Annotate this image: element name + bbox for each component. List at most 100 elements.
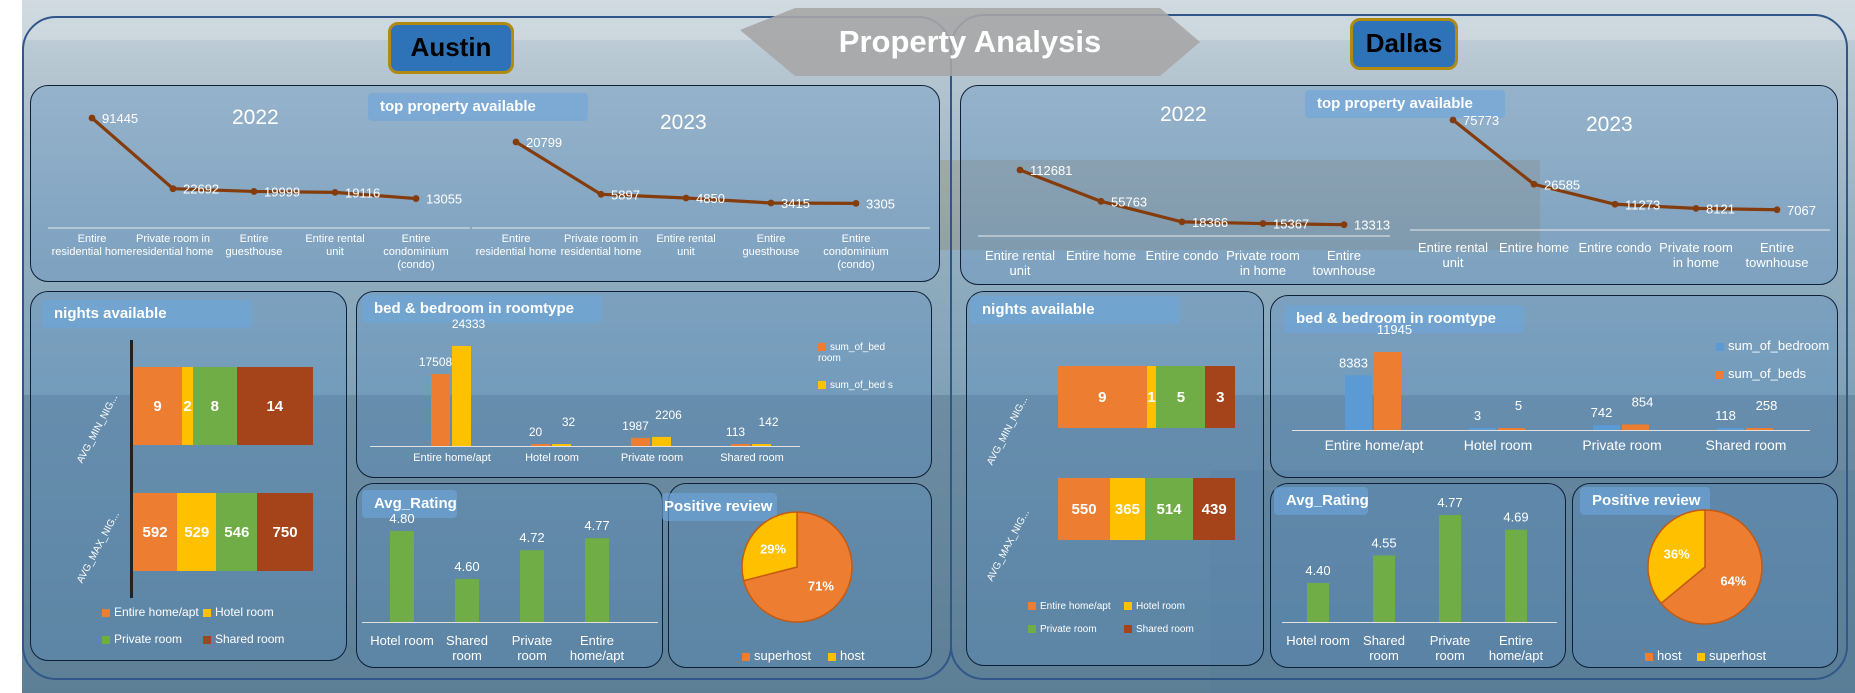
dallas-2022-category-label: Entire rental unit: [985, 248, 1055, 278]
dallas-top-property-title: top property available: [1305, 90, 1505, 118]
dallas-2022-category-label: Entire condo: [1146, 248, 1219, 263]
austin-beds-legend-beds: sum_of_bed s: [818, 380, 903, 391]
austin-rating-bar: [520, 550, 544, 622]
austin-2022-value-label: 91445: [102, 111, 138, 126]
dallas-rating-bar: [1307, 583, 1329, 622]
austin-nights-legend-private: Private room: [102, 632, 182, 646]
austin-beds-axis: [370, 446, 800, 447]
austin-2023-value-label: 3305: [866, 196, 895, 211]
dallas-rating-bar: [1505, 529, 1527, 622]
austin-beds-bedroom-bar: [431, 374, 450, 446]
austin-nights-panel: [30, 291, 347, 661]
austin-review-slice: [741, 511, 798, 582]
dallas-beds-title: bed & bedroom in roomtype: [1284, 305, 1524, 333]
austin-2023-value-label: 20799: [526, 135, 562, 150]
dallas-rating-bar: [1373, 555, 1395, 622]
dallas-2022-category-label: Private room in home: [1226, 248, 1300, 278]
austin-2022-category-label: Entire residential home: [52, 233, 133, 258]
austin-beds-bedroom-bar: [731, 444, 750, 446]
dallas-rating-value-label: 4.69: [1503, 510, 1528, 525]
austin-beds-category-label: Entire home/apt: [413, 452, 491, 464]
dallas-2023-point: [1611, 200, 1619, 208]
austin-2023-point: [512, 138, 520, 146]
austin-beds-bedroom-bar: [631, 437, 650, 446]
austin-beds-bedroom-bar: [531, 444, 550, 446]
dallas-review-pct-label: 64%: [1720, 573, 1746, 588]
austin-beds-beds-bar: [752, 444, 771, 446]
dallas-beds-bedroom-bar: [1717, 428, 1744, 430]
austin-nights-legend-entire: Entire home/apt: [102, 605, 199, 619]
dallas-beds-category-label: Entire home/apt: [1325, 437, 1424, 453]
austin-2023-category-label: Entire rental unit: [656, 233, 715, 258]
dallas-year-2023: 2023: [1586, 113, 1633, 136]
austin-nights-legend-hotel: Hotel room: [203, 605, 274, 619]
austin-2022-point: [250, 188, 258, 195]
dallas-beds-value-label: 5: [1515, 398, 1522, 413]
dallas-2023-point: [1449, 116, 1457, 124]
dallas-beds-value-label: 258: [1756, 398, 1778, 413]
dallas-2023-category-label: Entire townhouse: [1746, 240, 1809, 270]
dallas-year-2022: 2022: [1160, 103, 1207, 126]
city-label-austin: Austin: [388, 22, 514, 74]
austin-review-slice: [742, 511, 853, 623]
dallas-rating-value-label: 4.55: [1371, 535, 1396, 550]
dallas-beds-axis: [1292, 430, 1810, 431]
austin-2023-value-label: 4850: [696, 191, 725, 206]
austin-review-pct-label: 29%: [760, 541, 786, 556]
austin-beds-legend-bedroom: sum_of_bed room: [818, 342, 886, 364]
austin-2023-point: [682, 194, 690, 202]
dallas-2022-value-label: 112681: [1030, 163, 1072, 178]
dallas-beds-value-label: 11945: [1377, 322, 1412, 337]
dallas-review-legend-1: superhost: [1697, 648, 1766, 663]
austin-2023-value-label: 5897: [611, 187, 640, 202]
dallas-rating-category-label: Private room: [1430, 633, 1470, 663]
dallas-2022-point: [1259, 220, 1267, 227]
dallas-beds-category-label: Shared room: [1706, 437, 1787, 453]
dallas-2023-value-label: 8121: [1706, 201, 1735, 216]
austin-beds-beds-bar: [552, 444, 571, 446]
page-title-banner: Property Analysis: [740, 8, 1200, 76]
austin-beds-beds-bar: [452, 346, 471, 446]
austin-2022-category-label: Entire condominium (condo): [383, 233, 448, 271]
dallas-2022-point: [1340, 221, 1348, 229]
dallas-rating-category-label: Shared room: [1363, 633, 1405, 663]
dallas-beds-value-label: 118: [1715, 408, 1736, 423]
austin-beds-title: bed & bedroom in roomtype: [362, 295, 602, 323]
dallas-rating-category-label: Entire home/apt: [1489, 633, 1544, 663]
dallas-nights-bar-max: 550 365 514 439: [1058, 478, 1235, 540]
austin-review-pct-label: 71%: [808, 579, 834, 594]
austin-year-2023: 2023: [660, 111, 707, 134]
dallas-2022-value-label: 18366: [1192, 215, 1228, 230]
austin-rating-value-label: 4.60: [454, 559, 479, 574]
austin-nights-min-segment: 9: [133, 367, 183, 445]
dallas-2023-point: [1773, 206, 1781, 214]
austin-rating-value-label: 4.77: [584, 518, 609, 533]
page-title: Property Analysis: [838, 24, 1102, 59]
dallas-nights-min-segment: 5: [1156, 366, 1206, 428]
dallas-beds-chart: 8383 11945 Entire home/apt 3 5 Hotel room 742 8…: [1325, 322, 1787, 453]
dallas-2023-value-label: 11273: [1625, 197, 1660, 212]
austin-year-2022: 2022: [232, 106, 279, 129]
austin-2022-point: [169, 185, 177, 193]
austin-nights-max-segment: 529: [177, 493, 217, 571]
dallas-nights-min-segment: 1: [1146, 366, 1157, 428]
austin-beds-value-label: 113: [726, 425, 745, 439]
dallas-top-property-chart: 112681 Entire rental unit 55763 Entire home 1…: [978, 113, 1830, 278]
dallas-2023-point: [1530, 180, 1538, 188]
dallas-2023-category-label: Entire home: [1499, 240, 1569, 255]
dallas-beds-value-label: 8383: [1339, 355, 1368, 370]
austin-beds-value-label: 1987: [622, 419, 649, 433]
dallas-top-property-panel: [960, 85, 1838, 285]
city-label-dallas: Dallas: [1350, 18, 1458, 70]
austin-2023-point: [597, 190, 605, 198]
dallas-2022-value-label: 15367: [1273, 217, 1309, 232]
dallas-beds-bedroom-bar: [1593, 425, 1620, 430]
austin-rating-category-label: Entire home/apt: [570, 633, 625, 663]
dallas-rating-value-label: 4.77: [1437, 495, 1462, 510]
austin-nights-max-segment: 546: [216, 493, 258, 571]
dallas-beds-value-label: 3: [1474, 408, 1481, 423]
austin-beds-value-label: 2206: [655, 408, 682, 422]
austin-beds-beds-bar: [652, 436, 671, 446]
austin-2022-value-label: 19116: [345, 185, 380, 200]
